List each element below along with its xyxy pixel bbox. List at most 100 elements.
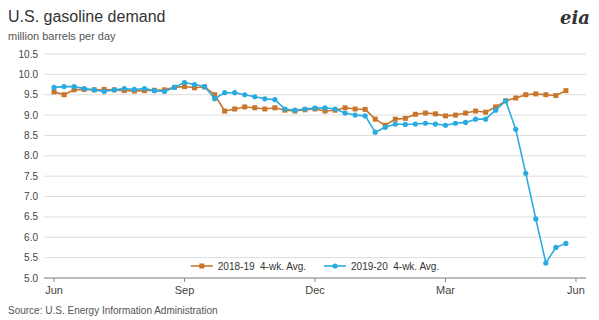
line: [54, 87, 566, 126]
marker: [102, 89, 107, 94]
x-tick: [575, 278, 576, 282]
marker: [62, 92, 67, 97]
marker: [463, 120, 468, 125]
marker: [92, 87, 97, 92]
x-tick: [54, 278, 55, 282]
marker: [112, 87, 117, 92]
grid-line: [44, 216, 586, 217]
marker: [423, 111, 428, 116]
marker: [202, 84, 207, 89]
x-tick: [184, 278, 185, 282]
marker: [423, 121, 428, 126]
series: [51, 80, 568, 266]
marker: [373, 130, 378, 135]
marker: [72, 84, 77, 89]
marker: [523, 92, 528, 97]
marker: [199, 264, 204, 269]
marker: [483, 117, 488, 122]
marker: [152, 88, 157, 93]
subtitle: million barrels per day: [8, 30, 116, 42]
marker: [553, 93, 558, 98]
marker: [503, 98, 508, 103]
legend: 2018-19 4-wk. Avg.2019-20 4-wk. Avg.: [191, 261, 439, 272]
marker: [222, 90, 227, 95]
marker: [302, 107, 307, 112]
marker: [162, 89, 167, 94]
marker: [433, 111, 438, 116]
marker: [272, 97, 277, 102]
y-tick-label: 5.0: [24, 273, 38, 284]
marker: [61, 84, 66, 89]
marker: [483, 110, 488, 115]
marker: [363, 107, 368, 112]
x-tick: [445, 278, 446, 282]
y-tick-label: 10.5: [19, 49, 39, 60]
marker: [332, 106, 337, 111]
marker: [242, 92, 247, 97]
marker: [122, 86, 127, 91]
marker: [523, 171, 528, 176]
source: Source: U.S. Energy Information Administ…: [8, 305, 218, 316]
marker: [282, 106, 287, 111]
marker: [563, 241, 568, 246]
marker: [132, 87, 137, 92]
marker: [112, 87, 117, 92]
y-tick-label: 7.0: [24, 191, 38, 202]
y-tick-label: 9.0: [24, 110, 38, 121]
grid: 5.05.56.06.57.07.58.08.59.09.510.010.5: [19, 49, 586, 284]
marker: [353, 106, 358, 111]
marker: [393, 117, 398, 122]
marker: [182, 80, 187, 85]
marker: [172, 85, 177, 90]
legend-label: 2018-19 4-wk. Avg.: [218, 261, 306, 272]
marker: [393, 121, 398, 126]
marker: [343, 105, 348, 110]
y-tick-label: 9.5: [24, 89, 38, 100]
marker: [292, 108, 297, 113]
x-tick-label: Mar: [436, 284, 455, 296]
marker: [403, 122, 408, 127]
grid-line: [44, 155, 586, 156]
grid-line: [44, 94, 586, 95]
marker: [473, 117, 478, 122]
grid-line: [44, 74, 586, 75]
marker: [543, 92, 548, 97]
marker: [242, 104, 247, 109]
marker: [172, 85, 177, 90]
y-tick-label: 10.0: [19, 69, 39, 80]
marker: [473, 109, 478, 114]
x-tick-label: Jun: [45, 284, 63, 296]
marker: [82, 87, 87, 92]
marker: [513, 95, 518, 100]
marker: [262, 106, 267, 111]
x-tick-label: Dec: [305, 284, 325, 296]
marker: [453, 113, 458, 118]
marker: [513, 127, 518, 132]
x-tick-label: Sep: [175, 284, 195, 296]
marker: [533, 216, 538, 221]
grid-line: [44, 257, 586, 258]
marker: [443, 113, 448, 118]
y-tick-label: 7.5: [24, 171, 38, 182]
marker: [332, 263, 337, 268]
marker: [322, 105, 327, 110]
y-tick-label: 5.5: [24, 252, 38, 263]
marker: [383, 125, 388, 130]
line: [54, 83, 566, 263]
marker: [363, 113, 368, 118]
marker: [403, 116, 408, 121]
marker: [192, 82, 197, 87]
marker: [373, 117, 378, 122]
grid-line: [44, 54, 586, 55]
marker: [142, 86, 147, 91]
marker: [82, 86, 87, 91]
y-tick-label: 6.0: [24, 232, 38, 243]
y-tick-label: 8.0: [24, 150, 38, 161]
marker: [262, 96, 267, 101]
marker: [313, 106, 318, 111]
grid-line: [44, 176, 586, 177]
marker: [353, 112, 358, 117]
marker: [553, 245, 558, 250]
marker: [232, 90, 237, 95]
marker: [413, 121, 418, 126]
